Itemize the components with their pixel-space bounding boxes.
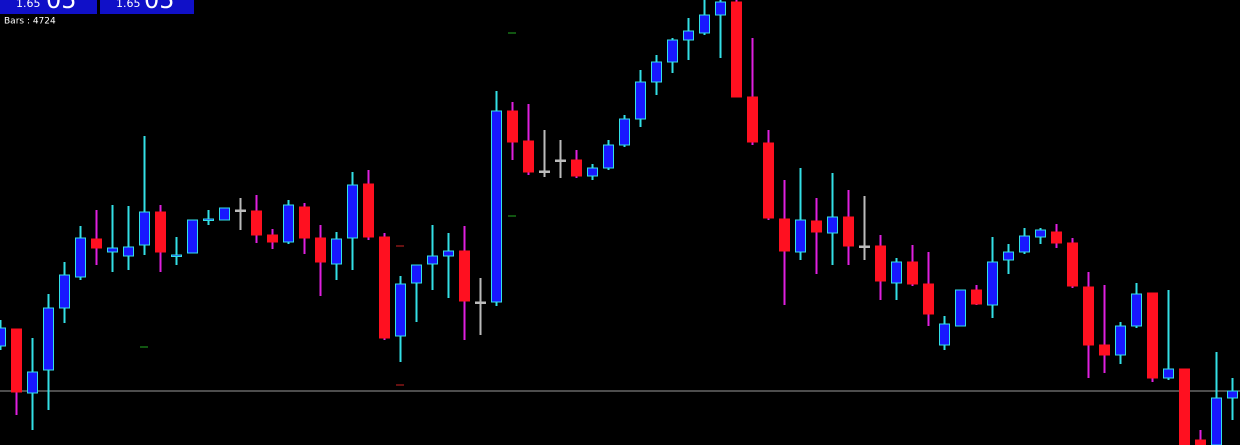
candle-body [635, 81, 646, 120]
candle-body [651, 61, 662, 83]
candle-body [347, 184, 358, 239]
candle-body [1115, 325, 1126, 356]
candle-body [667, 39, 678, 63]
candle-body [1051, 231, 1062, 244]
candle-body [779, 218, 790, 252]
candle-body [1131, 293, 1142, 327]
panel-pips: 05 [46, 0, 77, 14]
candle-body [1035, 229, 1046, 238]
candle-body [443, 250, 454, 257]
candle-body [523, 140, 534, 173]
candle-body [139, 211, 150, 246]
candle-body [699, 14, 710, 34]
candle-body [395, 283, 406, 337]
candle-body [731, 1, 742, 98]
markers [140, 32, 516, 386]
candle-body [875, 245, 886, 282]
candle-body [939, 323, 950, 346]
candle-body [539, 170, 550, 173]
candle-body [619, 118, 630, 146]
candle-body [587, 167, 598, 177]
candle-body [1019, 235, 1030, 253]
candle-body [91, 238, 102, 249]
candle-body [923, 283, 934, 315]
candle-body [203, 218, 214, 221]
candle-body [811, 220, 822, 233]
candle-body [715, 1, 726, 16]
candle-body [827, 216, 838, 234]
candle-body [219, 207, 230, 221]
candle-body [459, 250, 470, 302]
candle-body [603, 144, 614, 169]
candle-body [683, 30, 694, 41]
candle-body [891, 261, 902, 284]
candle-body [1195, 439, 1206, 445]
candle-body [123, 246, 134, 257]
candle-body [11, 328, 22, 393]
candle-body [235, 209, 246, 212]
candle-body [299, 206, 310, 239]
candle-body [187, 219, 198, 254]
candle-body [1083, 286, 1094, 346]
candle-body [859, 245, 870, 248]
candle-body [971, 289, 982, 305]
candle-body [171, 254, 182, 257]
candle-body [795, 219, 806, 253]
candle-body [907, 261, 918, 285]
candle-body [507, 110, 518, 143]
candle-body [555, 159, 566, 162]
candle-body [475, 301, 486, 304]
candle-body [1179, 368, 1190, 445]
candle-body [1099, 344, 1110, 356]
candle-body [411, 264, 422, 284]
candle-body [267, 234, 278, 243]
candle-body [331, 238, 342, 265]
candle-body [1003, 251, 1014, 261]
candle-body [571, 159, 582, 177]
candle-body [43, 307, 54, 371]
price-panel [100, 0, 194, 14]
candle-body [0, 327, 6, 347]
candle-body [155, 211, 166, 253]
candle-body [75, 237, 86, 278]
candle-body [955, 289, 966, 327]
candle-body [747, 96, 758, 143]
candle-body [427, 255, 438, 265]
candle-body [283, 204, 294, 243]
candle-body [1067, 242, 1078, 287]
candle-body [1227, 390, 1238, 399]
candle-body [107, 247, 118, 253]
candle-body [251, 210, 262, 236]
candle-body [27, 371, 38, 394]
candle-body [987, 261, 998, 306]
candle-body [763, 142, 774, 219]
candle-body [379, 236, 390, 339]
candle-body [1211, 397, 1222, 445]
candle-body [491, 110, 502, 303]
candle-body [363, 183, 374, 238]
panel-price: 1.65 [116, 0, 141, 10]
candle-body [315, 237, 326, 263]
panel-price: 1.65 [16, 0, 41, 10]
candle-body [843, 216, 854, 247]
bars-label: Bars : 4724 [4, 17, 56, 27]
candle-body [59, 274, 70, 309]
candle-body [1163, 368, 1174, 379]
price-panel [0, 0, 97, 14]
candle-body [1147, 292, 1158, 379]
panel-pips: 05 [144, 0, 175, 14]
